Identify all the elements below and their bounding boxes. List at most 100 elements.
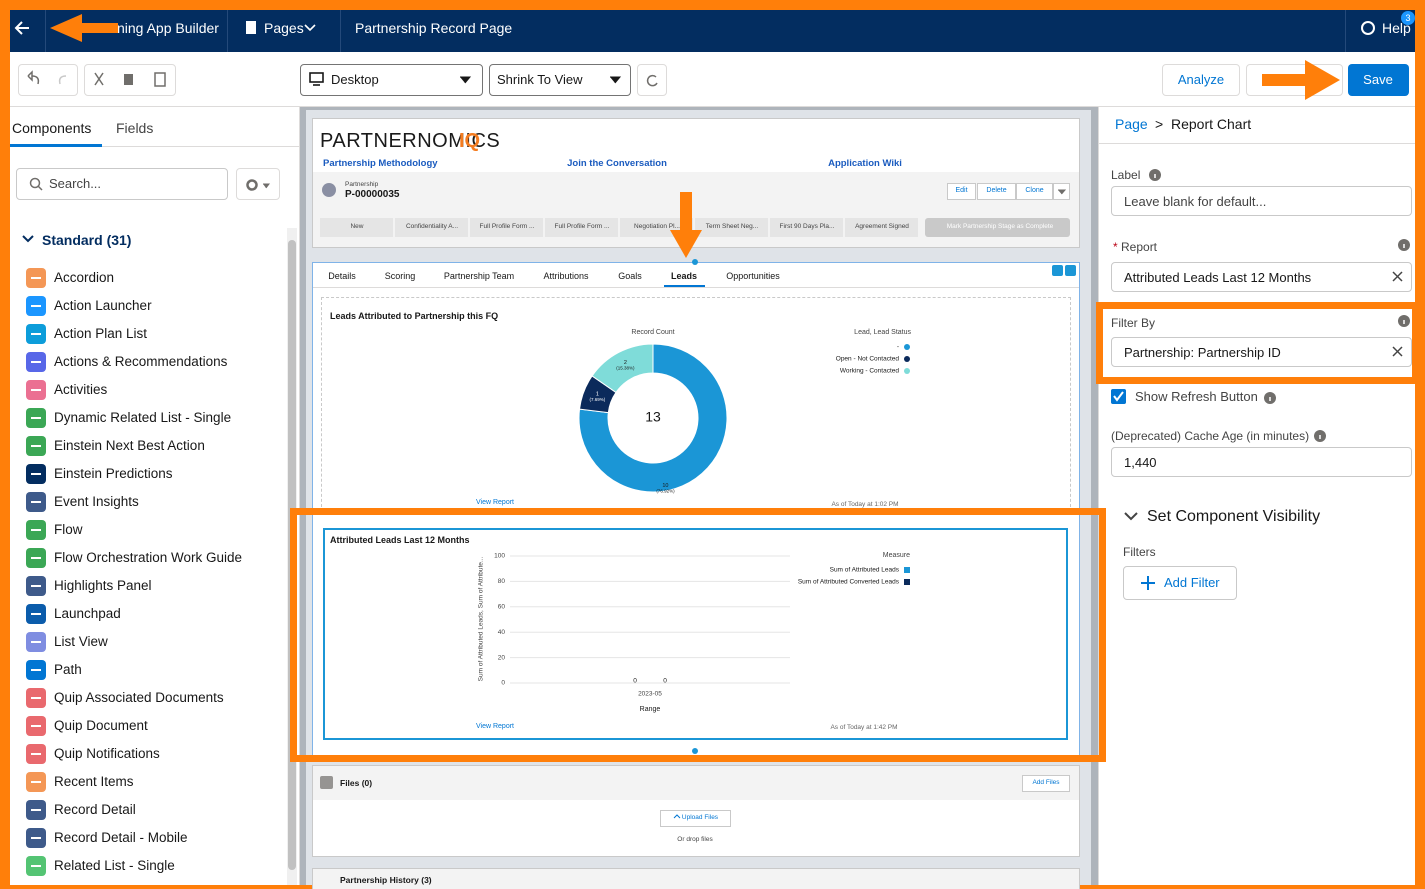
- top-bar: [10, 10, 1415, 52]
- breadcrumb-current: Report Chart: [1171, 116, 1252, 132]
- search-box[interactable]: [16, 168, 228, 200]
- path-stage[interactable]: [470, 218, 543, 237]
- delete-handle: [1065, 265, 1076, 276]
- section-header[interactable]: Standard (31): [42, 232, 132, 248]
- refresh-button[interactable]: [637, 64, 667, 96]
- component-item[interactable]: Quip Notifications: [54, 746, 160, 761]
- section-title[interactable]: Set Component Visibility: [1147, 508, 1321, 525]
- action-button[interactable]: [947, 183, 976, 200]
- component-item[interactable]: Dynamic Related List - Single: [54, 410, 232, 425]
- view-report-link[interactable]: View Report: [475, 499, 515, 506]
- settings-button[interactable]: [236, 168, 280, 200]
- active-tab-indicator: [10, 144, 102, 147]
- timestamp: As of Today at 1:02 PM: [831, 501, 899, 508]
- component-item[interactable]: Quip Document: [54, 718, 148, 733]
- action-button[interactable]: [1016, 183, 1053, 200]
- component-item[interactable]: Launchpad: [54, 606, 121, 621]
- brand: PARTNERNOMICS: [320, 130, 501, 152]
- component-icon: [26, 464, 46, 484]
- device-select[interactable]: [300, 64, 483, 96]
- component-icon: [26, 492, 46, 512]
- component-item[interactable]: Flow: [54, 522, 83, 537]
- pages-menu[interactable]: Pages: [264, 20, 304, 36]
- tab-border: [10, 146, 300, 147]
- record-tab[interactable]: Leads: [670, 271, 698, 281]
- component-icon: [26, 660, 46, 680]
- add-filter-button[interactable]: [1123, 566, 1237, 600]
- component-icon: [26, 688, 46, 708]
- component-item[interactable]: Path: [54, 662, 82, 677]
- save-button[interactable]: [1348, 64, 1409, 96]
- record-tab[interactable]: Attributions: [543, 271, 589, 281]
- component-icon: [26, 520, 46, 540]
- action-label: Clone: [1025, 187, 1044, 194]
- breadcrumb-parent[interactable]: Page: [1115, 116, 1148, 132]
- component-item[interactable]: Related List - Single: [54, 858, 175, 873]
- record-tab[interactable]: Details: [328, 271, 356, 281]
- report-input[interactable]: [1111, 262, 1412, 292]
- history-card: [312, 868, 1080, 889]
- component-item[interactable]: Einstein Predictions: [54, 466, 173, 481]
- header-link[interactable]: Partnership Methodology: [323, 158, 438, 169]
- analyze-button[interactable]: [1162, 64, 1240, 96]
- cache-input[interactable]: [1111, 447, 1412, 477]
- path-stage[interactable]: [395, 218, 468, 237]
- component-item[interactable]: Record Detail - Mobile: [54, 830, 188, 845]
- legend-title: Measure: [882, 552, 910, 559]
- record-tab[interactable]: Partnership Team: [443, 271, 515, 281]
- path-stage[interactable]: [695, 218, 768, 237]
- component-item[interactable]: Recent Items: [54, 774, 134, 789]
- component-item[interactable]: List View: [54, 634, 108, 649]
- header-link[interactable]: Application Wiki: [828, 158, 902, 169]
- component-item[interactable]: Record Detail: [54, 802, 136, 817]
- left-panel: [10, 107, 300, 885]
- input-value: Attributed Leads Last 12 Months: [1124, 270, 1312, 285]
- action-button[interactable]: [977, 183, 1016, 200]
- component-item[interactable]: Action Plan List: [54, 326, 148, 341]
- complete-label: Mark Partnership Stage as Complete: [946, 223, 1054, 230]
- header-link[interactable]: Join the Conversation: [567, 158, 667, 169]
- path-stage[interactable]: [320, 218, 393, 237]
- activation-button[interactable]: [1246, 64, 1343, 96]
- component-item[interactable]: Activities: [54, 382, 108, 397]
- component-icon: [26, 548, 46, 568]
- undo-group[interactable]: [18, 64, 78, 96]
- tab-components[interactable]: Components: [12, 120, 92, 136]
- checkbox[interactable]: [1111, 389, 1126, 404]
- panel-divider: [1099, 143, 1415, 144]
- record-tab[interactable]: Scoring: [384, 271, 416, 281]
- stage-label: Confidentiality A...: [405, 223, 459, 230]
- path-stage[interactable]: [845, 218, 918, 237]
- clipboard-group[interactable]: [84, 64, 176, 96]
- component-item[interactable]: Einstein Next Best Action: [54, 438, 205, 453]
- stage-label: First 90 Days Pla...: [779, 223, 835, 230]
- component-icon: [26, 576, 46, 596]
- component-icon: [26, 716, 46, 736]
- component-item[interactable]: Accordion: [54, 270, 115, 285]
- path-stage[interactable]: [770, 218, 843, 237]
- x-axis-title: Range: [639, 706, 661, 713]
- component-item[interactable]: Action Launcher: [54, 298, 152, 313]
- component-item[interactable]: Event Insights: [54, 494, 139, 509]
- component-item[interactable]: Actions & Recommendations: [54, 354, 228, 369]
- tab-fields[interactable]: Fields: [116, 120, 154, 136]
- legend-title: Lead, Lead Status: [854, 329, 911, 336]
- complete-button[interactable]: [925, 218, 1070, 237]
- view-report-link[interactable]: View Report: [475, 723, 515, 730]
- record-tab[interactable]: Opportunities: [726, 271, 780, 281]
- component-icon: [26, 632, 46, 652]
- component-item[interactable]: Flow Orchestration Work Guide: [54, 550, 243, 565]
- upload-button[interactable]: [660, 810, 731, 827]
- record-tab[interactable]: Goals: [618, 271, 642, 281]
- add-files-button[interactable]: [1022, 775, 1070, 792]
- label-input[interactable]: [1111, 186, 1412, 216]
- component-item[interactable]: Quip Associated Documents: [54, 690, 224, 705]
- timestamp: As of Today at 1:42 PM: [830, 724, 898, 731]
- component-item[interactable]: Highlights Panel: [54, 578, 152, 593]
- action-menu[interactable]: [1053, 183, 1070, 200]
- upload-label: Upload Files: [681, 814, 719, 821]
- files-header: [313, 766, 1079, 800]
- stage-label: Full Profile Form ...: [554, 223, 610, 230]
- path-stage[interactable]: [545, 218, 618, 237]
- view-select[interactable]: [489, 64, 631, 96]
